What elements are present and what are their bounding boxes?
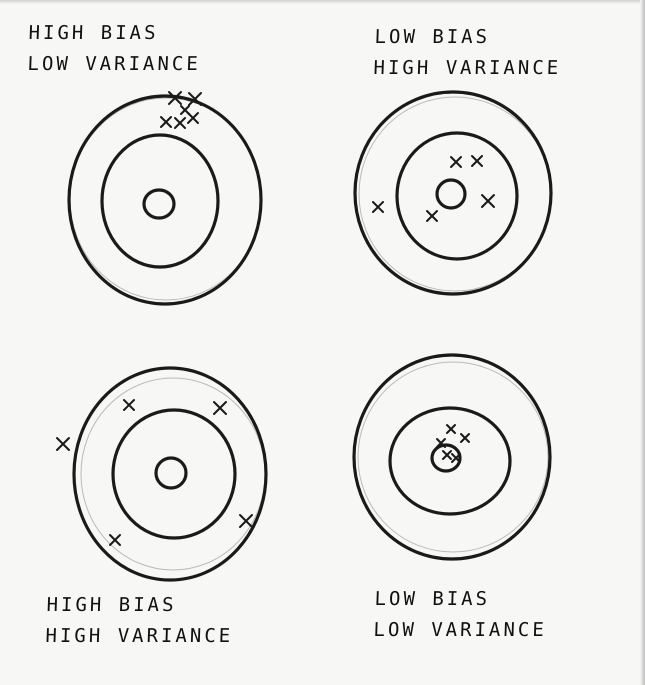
x-mark-icon (446, 424, 456, 434)
x-mark-icon (460, 433, 470, 443)
ring-middle (100, 133, 220, 269)
x-mark-icon (109, 534, 121, 546)
x-mark-icon (188, 92, 202, 106)
panel-high-bias-high-variance: HIGH BIAS HIGH VARIANCE (0, 342, 322, 684)
ring-middle (395, 131, 519, 261)
ring-outer (72, 366, 268, 582)
x-mark-icon (168, 91, 182, 105)
paper-right-edge (640, 0, 645, 685)
ring-outer (352, 353, 552, 561)
x-mark-icon (123, 399, 135, 411)
x-mark-icon (442, 450, 452, 460)
panel-low-bias-low-variance: LOW BIAS LOW VARIANCE (322, 342, 644, 684)
x-mark-icon (372, 201, 384, 213)
panel-low-bias-high-variance: LOW BIAS HIGH VARIANCE (322, 0, 644, 342)
ring-outer-shadow (80, 377, 266, 571)
paper-top-edge (0, 0, 645, 4)
ring-outer-shadow (358, 96, 552, 292)
x-mark-icon (180, 105, 190, 115)
label-line-variance: LOW VARIANCE (373, 619, 548, 641)
x-mark-icon (426, 210, 438, 222)
x-mark-icon (213, 401, 227, 415)
x-mark-icon (450, 156, 462, 168)
x-mark-icon (239, 514, 253, 528)
x-mark-icon (481, 194, 495, 208)
x-mark-icon (436, 438, 446, 448)
label-line-bias: LOW BIAS (374, 588, 491, 610)
ring-middle (388, 406, 512, 516)
bullseye-target-icon (352, 353, 552, 561)
bullseye-center (435, 178, 467, 210)
x-mark-icon (174, 117, 186, 129)
ring-outer-shadow (357, 361, 549, 553)
x-mark-icon (451, 453, 461, 463)
bullseye-target-icon (353, 90, 553, 296)
bullseye-center (154, 456, 188, 490)
label-low-bias-low-variance: LOW BIAS LOW VARIANCE (373, 584, 548, 646)
bullseye-center (142, 188, 176, 220)
bullseye-target-icon (56, 366, 268, 582)
bullseye-target-icon (67, 91, 263, 306)
x-mark-icon (471, 155, 483, 167)
bullseye-center (430, 443, 462, 473)
label-line-variance: HIGH VARIANCE (45, 625, 234, 647)
x-mark-icon (56, 437, 70, 451)
label-line-bias: HIGH BIAS (46, 594, 177, 616)
ring-outer (353, 90, 553, 296)
panel-high-bias-low-variance: HIGH BIAS LOW VARIANCE (0, 0, 322, 342)
ring-outer (67, 94, 263, 306)
ring-middle (111, 408, 237, 540)
label-high-bias-high-variance: HIGH BIAS HIGH VARIANCE (45, 590, 235, 652)
x-mark-icon (160, 116, 172, 128)
